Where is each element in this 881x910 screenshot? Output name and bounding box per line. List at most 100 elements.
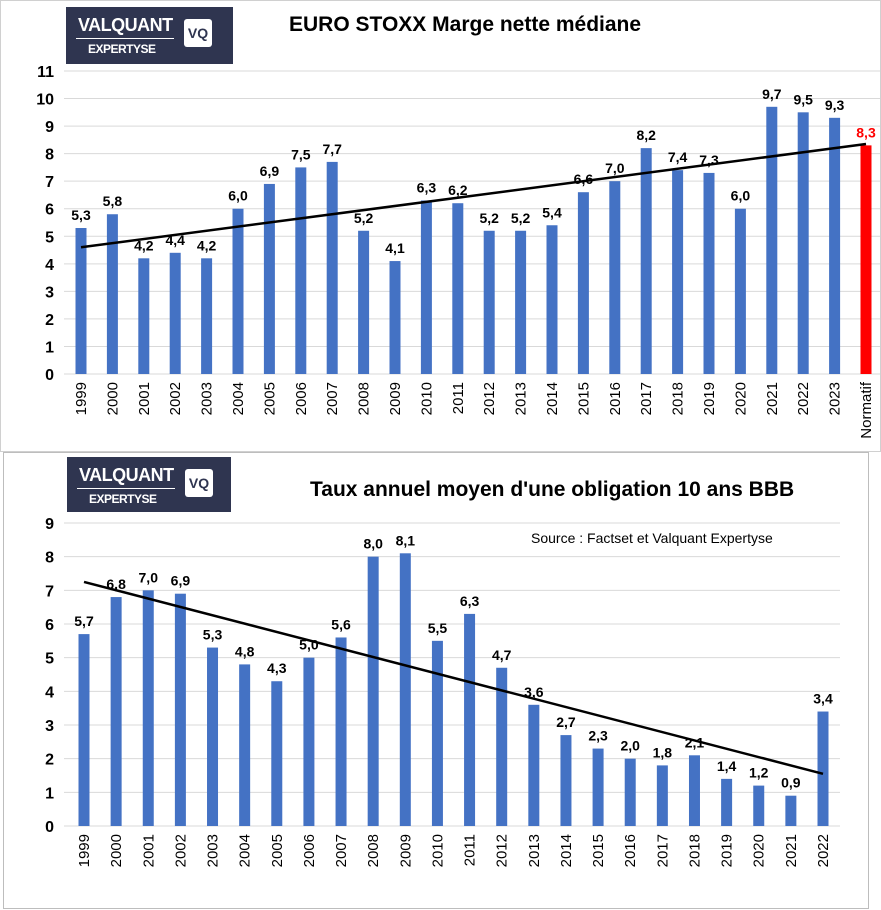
x-tick-label: 2014 [558, 834, 575, 867]
logo-line1: VALQUANT [78, 15, 173, 35]
bar [829, 117, 841, 374]
data-label: 5,2 [511, 210, 531, 226]
bar [688, 755, 700, 826]
bar [496, 667, 508, 826]
y-tick-label: 8 [45, 550, 54, 567]
data-label: 4,2 [134, 237, 154, 253]
data-label: 5,8 [103, 193, 123, 209]
bar [420, 200, 432, 374]
net-margin-chart: 012345678910115,319995,820004,220014,420… [36, 64, 880, 439]
x-tick-label: 2019 [719, 834, 736, 867]
bar [106, 214, 118, 374]
x-tick-label: 2004 [237, 834, 254, 867]
data-label: 6,2 [448, 182, 468, 198]
bar [174, 593, 186, 826]
bar [592, 748, 604, 826]
bar [367, 556, 379, 826]
bond-rate-chart-panel: 0 1 2 3 4 5 6 7 8 9 5,7 1999 6,8 2000 7,0 2001 6,9 2002 5,… [3, 452, 869, 909]
y-tick-label: 0 [45, 819, 54, 836]
data-label: 7,7 [322, 141, 342, 157]
data-label: 1,8 [653, 744, 673, 760]
x-tick-label: 2006 [301, 834, 318, 867]
bar [207, 647, 219, 826]
bar [271, 681, 283, 826]
data-label: 8,0 [363, 536, 383, 552]
x-tick-label: 2008 [365, 834, 382, 867]
x-tick-label: 2003 [199, 382, 216, 415]
x-tick-label: 2018 [686, 834, 703, 867]
bar [860, 145, 872, 374]
data-label: 6,3 [417, 179, 437, 195]
bar [785, 795, 797, 826]
x-tick-label: 2010 [429, 834, 446, 867]
data-label: 9,3 [825, 97, 845, 113]
x-tick-label: 2006 [293, 382, 310, 415]
valquant-logo: VALQUANT EXPERTYSE VQ [67, 457, 231, 512]
x-tick-label: 2021 [783, 834, 800, 867]
x-tick-label: Normatif [858, 381, 875, 439]
data-label: 7,0 [139, 569, 159, 585]
bond-rate-chart: 01234567895,719996,820007,020016,920025,… [45, 516, 840, 867]
y-tick-label: 7 [45, 174, 54, 191]
bar [335, 637, 347, 826]
data-label: 9,7 [762, 86, 782, 102]
data-label: 4,3 [267, 660, 287, 676]
data-label: 4,7 [492, 647, 512, 663]
data-label: 6,0 [731, 188, 751, 204]
y-tick-label: 4 [45, 684, 54, 701]
data-label: 1,2 [749, 765, 769, 781]
bar [399, 553, 411, 826]
bar [624, 758, 636, 826]
bar [546, 225, 558, 374]
x-tick-label: 2005 [261, 382, 278, 415]
data-label: 5,3 [203, 627, 223, 643]
x-tick-label: 2004 [230, 382, 247, 415]
y-tick-label: 3 [45, 284, 54, 301]
x-tick-label: 2009 [387, 382, 404, 415]
data-label: 8,1 [396, 532, 416, 548]
x-tick-label: 2008 [356, 382, 373, 415]
data-label: 4,2 [197, 237, 217, 253]
x-tick-label: 1999 [73, 382, 90, 415]
logo-mark: VQ [184, 19, 212, 47]
x-tick-label: 2017 [638, 382, 655, 415]
data-label: 6,6 [574, 171, 594, 187]
bar [656, 765, 668, 826]
data-label: 8,2 [636, 127, 656, 143]
bar [263, 183, 275, 374]
data-label: 4,1 [385, 240, 405, 256]
y-tick-label: 6 [45, 617, 54, 634]
bar [672, 170, 684, 374]
x-tick-label: 2021 [764, 382, 781, 415]
x-tick-label: 2023 [827, 382, 844, 415]
x-tick-label: 2003 [205, 834, 222, 867]
y-tick-label: 2 [45, 312, 54, 329]
bar [169, 252, 181, 374]
data-label: 5,4 [542, 204, 562, 220]
x-tick-label: 2002 [167, 382, 184, 415]
logo-line2: EXPERTYSE [88, 42, 156, 56]
x-tick-label: 2007 [333, 834, 350, 867]
data-label: 7,5 [291, 146, 311, 162]
x-tick-label: 2012 [481, 382, 498, 415]
bar [560, 735, 572, 826]
y-tick-label: 11 [37, 64, 54, 81]
bar [232, 208, 244, 374]
bar [515, 230, 527, 374]
bar [110, 597, 122, 826]
y-tick-label: 7 [45, 583, 54, 600]
trendline [83, 580, 824, 776]
bar [640, 148, 652, 374]
x-tick-label: 1999 [76, 834, 93, 867]
x-tick-label: 2015 [575, 382, 592, 415]
data-label: 5,3 [71, 207, 91, 223]
bar [577, 192, 589, 374]
y-tick-label: 9 [45, 119, 54, 136]
x-tick-label: 2010 [418, 382, 435, 415]
y-tick-label: 8 [45, 147, 54, 164]
bar [528, 704, 540, 826]
bar [142, 590, 154, 826]
bar [703, 172, 715, 374]
data-label: 7,0 [605, 160, 625, 176]
chart-title: Taux annuel moyen d'une obligation 10 an… [310, 478, 795, 501]
